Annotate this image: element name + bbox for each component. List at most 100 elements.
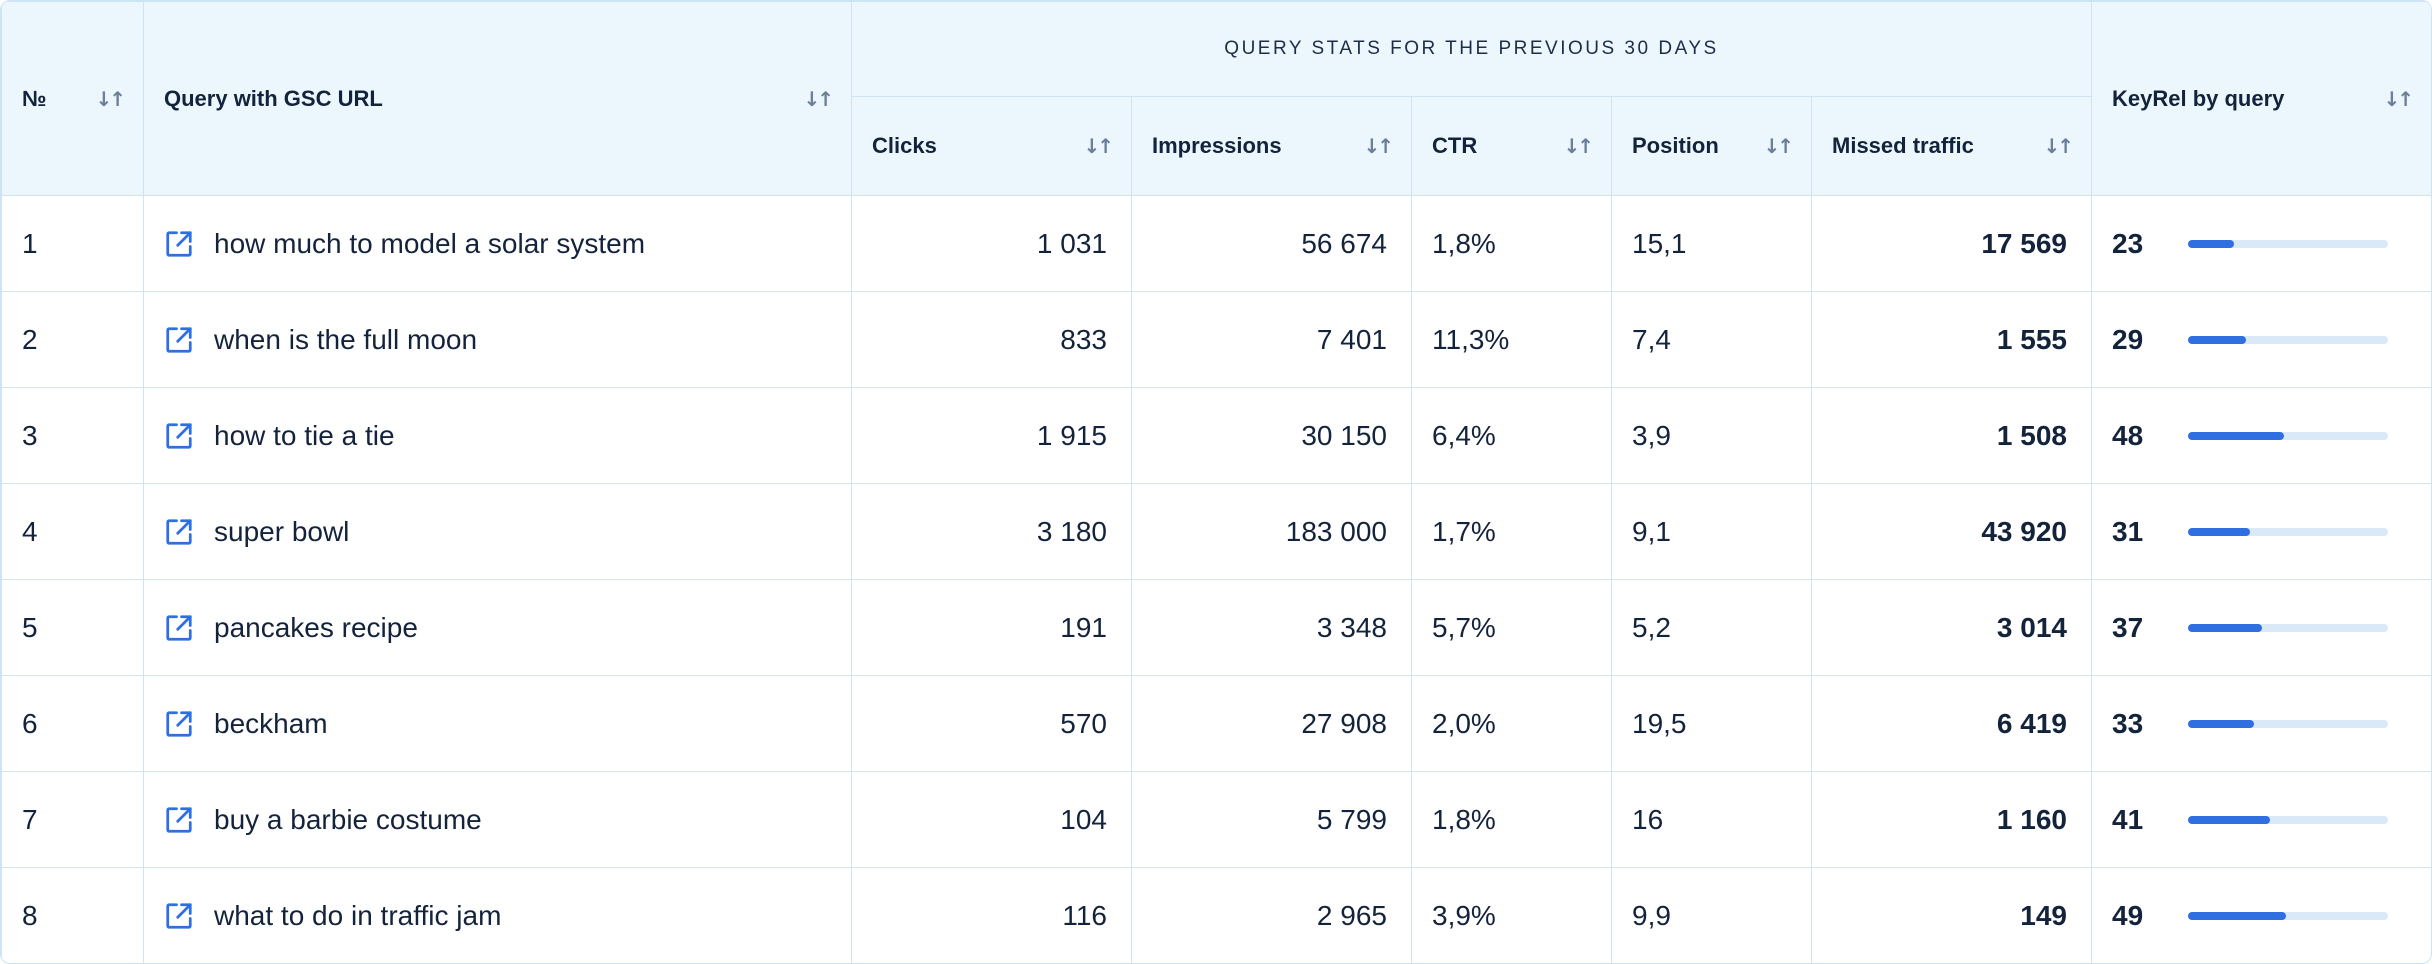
position-value: 16: [1611, 771, 1812, 868]
keyrel-progress-bar: [2188, 239, 2388, 248]
query-link[interactable]: what to do in traffic jam: [214, 899, 502, 931]
column-header-clicks[interactable]: Clicks ↓↑: [851, 96, 1132, 196]
impressions-value: 5 799: [1131, 771, 1412, 868]
sort-arrows-icon[interactable]: ↓↑: [95, 86, 125, 111]
table-row: 4 super bowl 3 180 183 000 1,7% 9,1 43 9…: [1, 483, 2431, 580]
clicks-value: 104: [851, 771, 1132, 868]
sort-arrows-icon[interactable]: ↓↑: [1763, 134, 1793, 158]
sort-arrows-icon[interactable]: ↓↑: [2383, 86, 2413, 111]
row-number: 4: [1, 483, 144, 580]
clicks-value: 833: [851, 291, 1132, 388]
keyrel-cell: 37: [2091, 579, 2431, 676]
external-link-icon[interactable]: [164, 421, 194, 451]
column-header-no-label: №: [22, 85, 47, 111]
position-value: 7,4: [1611, 291, 1812, 388]
column-header-missed-traffic-label: Missed traffic: [1832, 133, 1974, 158]
impressions-value: 3 348: [1131, 579, 1412, 676]
keyrel-progress-fill: [2188, 719, 2254, 728]
keyrel-cell: 49: [2091, 867, 2431, 963]
row-number: 3: [1, 387, 144, 484]
query-link[interactable]: how to tie a tie: [214, 419, 395, 451]
sort-arrows-icon[interactable]: ↓↑: [1563, 134, 1593, 158]
row-number: 5: [1, 579, 144, 676]
sort-arrows-icon[interactable]: ↓↑: [803, 86, 833, 111]
missed-traffic-value: 6 419: [1811, 675, 2092, 772]
ctr-value: 1,8%: [1411, 195, 1612, 292]
column-group-query-stats: QUERY STATS FOR THE PREVIOUS 30 DAYS: [851, 1, 2092, 97]
column-header-keyrel[interactable]: KeyRel by query ↓↑: [2091, 1, 2431, 196]
row-number: 1: [1, 195, 144, 292]
table-row: 2 when is the full moon 833 7 401 11,3% …: [1, 291, 2431, 388]
query-link[interactable]: pancakes recipe: [214, 611, 418, 643]
query-cell: what to do in traffic jam: [143, 867, 852, 963]
query-cell: super bowl: [143, 483, 852, 580]
keyrel-progress-fill: [2188, 527, 2250, 536]
table-row: 3 how to tie a tie 1 915 30 150 6,4% 3,9…: [1, 387, 2431, 484]
position-value: 15,1: [1611, 195, 1812, 292]
query-link[interactable]: beckham: [214, 707, 328, 739]
column-header-impressions-label: Impressions: [1152, 133, 1282, 158]
table-row: 1 how much to model a solar system 1 031…: [1, 195, 2431, 292]
external-link-icon[interactable]: [164, 517, 194, 547]
query-cell: how to tie a tie: [143, 387, 852, 484]
position-value: 19,5: [1611, 675, 1812, 772]
keyrel-value: 29: [2112, 323, 2144, 355]
position-value: 3,9: [1611, 387, 1812, 484]
clicks-value: 116: [851, 867, 1132, 963]
position-value: 9,1: [1611, 483, 1812, 580]
column-header-impressions[interactable]: Impressions ↓↑: [1131, 96, 1412, 196]
keyrel-progress-fill: [2188, 431, 2284, 440]
query-cell: beckham: [143, 675, 852, 772]
clicks-value: 570: [851, 675, 1132, 772]
clicks-value: 191: [851, 579, 1132, 676]
clicks-value: 1 915: [851, 387, 1132, 484]
column-header-ctr[interactable]: CTR ↓↑: [1411, 96, 1612, 196]
impressions-value: 7 401: [1131, 291, 1412, 388]
sort-arrows-icon[interactable]: ↓↑: [2043, 134, 2073, 158]
sort-arrows-icon[interactable]: ↓↑: [1083, 134, 1113, 158]
column-header-query[interactable]: Query with GSC URL ↓↑: [143, 1, 852, 196]
keyrel-value: 49: [2112, 899, 2144, 931]
ctr-value: 11,3%: [1411, 291, 1612, 388]
keyrel-value: 23: [2112, 227, 2144, 259]
keyrel-cell: 31: [2091, 483, 2431, 580]
ctr-value: 2,0%: [1411, 675, 1612, 772]
missed-traffic-value: 1 160: [1811, 771, 2092, 868]
external-link-icon[interactable]: [164, 613, 194, 643]
column-header-position-label: Position: [1632, 133, 1719, 158]
sort-arrows-icon[interactable]: ↓↑: [1363, 134, 1393, 158]
query-link[interactable]: how much to model a solar system: [214, 227, 646, 259]
column-header-no[interactable]: № ↓↑: [1, 1, 144, 196]
row-number: 7: [1, 771, 144, 868]
column-group-label: QUERY STATS FOR THE PREVIOUS 30 DAYS: [1224, 38, 1719, 59]
external-link-icon[interactable]: [164, 901, 194, 931]
keyrel-progress-fill: [2188, 335, 2246, 344]
missed-traffic-value: 1 508: [1811, 387, 2092, 484]
keyrel-progress-bar: [2188, 719, 2388, 728]
external-link-icon[interactable]: [164, 229, 194, 259]
external-link-icon[interactable]: [164, 709, 194, 739]
column-header-query-label: Query with GSC URL: [164, 85, 383, 111]
external-link-icon[interactable]: [164, 805, 194, 835]
table-body: 1 how much to model a solar system 1 031…: [1, 195, 2431, 963]
query-cell: pancakes recipe: [143, 579, 852, 676]
keyrel-progress-bar: [2188, 431, 2388, 440]
table-row: 8 what to do in traffic jam 116 2 965 3,…: [1, 867, 2431, 963]
impressions-value: 56 674: [1131, 195, 1412, 292]
query-link[interactable]: when is the full moon: [214, 323, 478, 355]
clicks-value: 1 031: [851, 195, 1132, 292]
keyrel-value: 37: [2112, 611, 2144, 643]
query-link[interactable]: super bowl: [214, 515, 350, 547]
external-link-icon[interactable]: [164, 325, 194, 355]
impressions-value: 2 965: [1131, 867, 1412, 963]
keyrel-cell: 33: [2091, 675, 2431, 772]
column-header-ctr-label: CTR: [1432, 133, 1478, 158]
query-link[interactable]: buy a barbie costume: [214, 803, 482, 835]
query-cell: buy a barbie costume: [143, 771, 852, 868]
keyrel-progress-fill: [2188, 239, 2234, 248]
ctr-value: 5,7%: [1411, 579, 1612, 676]
row-number: 6: [1, 675, 144, 772]
column-header-position[interactable]: Position ↓↑: [1611, 96, 1812, 196]
column-header-missed-traffic[interactable]: Missed traffic ↓↑: [1811, 96, 2092, 196]
